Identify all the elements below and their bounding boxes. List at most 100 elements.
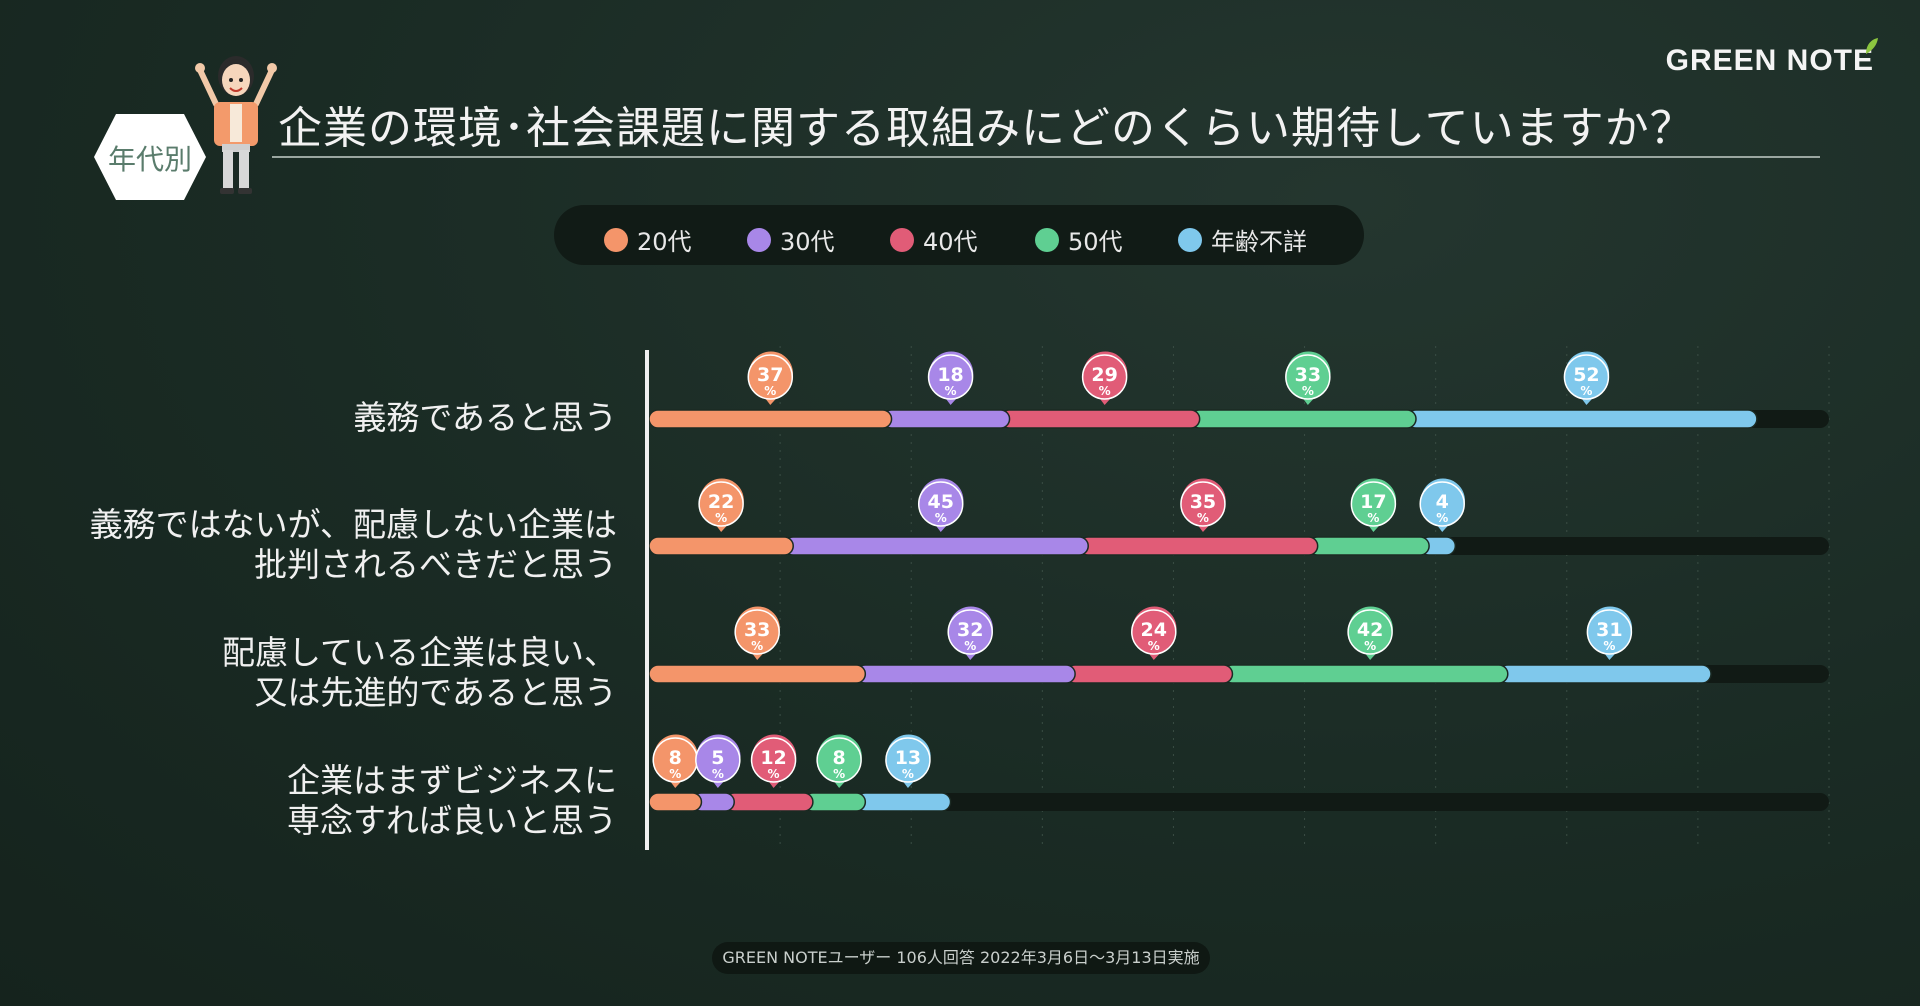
data-label-unit-focus-on-business-unknown-age: %	[902, 767, 914, 781]
value-pin-head-advanced-50s	[1347, 609, 1393, 655]
legend-item-20s: 20代	[604, 222, 692, 257]
data-label-should-be-criticized-20s: 22	[708, 491, 734, 513]
data-label-advanced-20s: 33	[744, 619, 770, 641]
legend-dot-50s	[1035, 227, 1059, 252]
row-label-obligation: 義務であると思う	[353, 398, 617, 438]
data-label-advanced-40s: 24	[1141, 619, 1167, 641]
row-label-should-be-criticized: 義務ではないが、配慮しない企業は 批判されるべきだと思う	[90, 505, 617, 585]
data-label-unit-should-be-criticized-50s: %	[1367, 511, 1379, 525]
cheering-person-illustration	[195, 56, 277, 194]
value-pin-head-should-be-criticized-unknown-age	[1419, 481, 1465, 527]
data-label-unit-advanced-unknown-age: %	[1603, 639, 1615, 653]
bar-segment-focus-on-business-20s	[648, 792, 703, 812]
row-label-focus-on-business: 企業はまずビジネスに 専念すれば良いと思う	[287, 761, 617, 841]
legend-label-30s: 30代	[780, 228, 835, 256]
legend-dot-20s	[604, 227, 628, 252]
legend-label-unknown-age: 年齢不詳	[1211, 228, 1307, 256]
bar-segment-should-be-criticized-20s	[648, 536, 794, 556]
data-label-unit-focus-on-business-40s: %	[768, 767, 780, 781]
value-pin-head-advanced-unknown-age	[1586, 609, 1633, 655]
data-label-focus-on-business-20s: 8	[669, 747, 682, 769]
bar-segment-should-be-criticized-50s	[1307, 536, 1430, 556]
bar-segment-obligation-40s	[999, 409, 1201, 429]
bar-segment-focus-on-business-unknown-age	[855, 792, 952, 812]
data-label-advanced-unknown-age: 31	[1596, 619, 1622, 641]
data-label-unit-should-be-criticized-20s: %	[715, 511, 727, 525]
data-label-should-be-criticized-30s: 45	[927, 491, 953, 513]
data-label-unit-focus-on-business-30s: %	[712, 767, 724, 781]
row-label-should-be-criticized-line-2: 批判されるべきだと思う	[254, 545, 617, 584]
data-label-unit-should-be-criticized-unknown-age: %	[1436, 511, 1448, 525]
legend-dot-30s	[747, 227, 771, 252]
data-label-advanced-30s: 32	[957, 619, 983, 641]
data-label-should-be-criticized-40s: 35	[1190, 491, 1216, 513]
data-label-unit-advanced-20s: %	[751, 639, 763, 653]
data-label-obligation-20s: 37	[757, 364, 783, 386]
legend-dot-unknown-age	[1178, 227, 1202, 252]
bar-segment-advanced-30s	[855, 664, 1076, 684]
data-label-unit-obligation-30s: %	[945, 384, 957, 398]
row-label-advanced: 配慮している企業は良い、 又は先進的であると思う	[222, 633, 617, 713]
legend-item-40s: 40代	[890, 222, 978, 257]
bar-segment-advanced-unknown-age	[1498, 664, 1712, 684]
value-pin-head-obligation-20s	[747, 354, 794, 400]
bar-segment-advanced-50s	[1222, 664, 1509, 684]
value-pin-head-advanced-20s	[734, 609, 780, 655]
value-pin-head-should-be-criticized-50s	[1350, 481, 1397, 527]
value-pin-head-focus-on-business-50s	[816, 737, 862, 783]
bar-segment-obligation-20s	[648, 409, 893, 429]
data-label-unit-obligation-50s: %	[1302, 384, 1314, 398]
row-label-focus-on-business-line-1: 企業はまずビジネスに	[287, 761, 617, 800]
data-label-focus-on-business-unknown-age: 13	[895, 747, 921, 769]
row-label-focus-on-business-line-2: 専念すれば良いと思う	[287, 801, 617, 840]
value-pin-head-should-be-criticized-40s	[1180, 481, 1226, 527]
bar-segment-advanced-40s	[1065, 664, 1234, 684]
data-label-focus-on-business-40s: 12	[760, 747, 786, 769]
survey-footnote: GREEN NOTEユーザー 106人回答 2022年3月6日〜3月13日実施	[712, 942, 1210, 974]
data-label-unit-focus-on-business-20s: %	[669, 767, 681, 781]
data-label-unit-advanced-40s: %	[1148, 639, 1160, 653]
bar-segment-advanced-20s	[648, 664, 867, 684]
brand-logo: GREEN NOTE	[1665, 44, 1874, 77]
data-label-obligation-40s: 29	[1091, 364, 1117, 386]
bar-segment-obligation-50s	[1189, 409, 1417, 429]
legend-item-50s: 50代	[1035, 222, 1123, 257]
data-label-unit-should-be-criticized-30s: %	[935, 511, 947, 525]
value-pin-head-obligation-unknown-age	[1563, 354, 1610, 400]
data-label-unit-obligation-20s: %	[764, 384, 776, 398]
legend-dot-40s	[890, 227, 914, 252]
bar-segment-obligation-unknown-age	[1406, 409, 1758, 429]
legend: 20代 30代 40代 50代 年齢不詳	[554, 205, 1364, 265]
legend-item-30s: 30代	[747, 222, 835, 257]
data-label-obligation-unknown-age: 52	[1573, 364, 1599, 386]
leaf-icon	[1866, 38, 1878, 54]
data-label-unit-advanced-50s: %	[1364, 639, 1376, 653]
category-badge: 年代別	[107, 143, 192, 176]
row-label-advanced-line-1: 配慮している企業は良い、	[221, 633, 617, 672]
data-label-unit-obligation-unknown-age: %	[1580, 384, 1592, 398]
data-label-unit-advanced-30s: %	[964, 639, 976, 653]
data-label-focus-on-business-50s: 8	[832, 747, 845, 769]
value-pin-head-advanced-30s	[947, 609, 993, 655]
legend-item-unknown-age: 年齢不詳	[1178, 222, 1307, 257]
value-pin-head-obligation-50s	[1285, 354, 1331, 400]
bar-segment-focus-on-business-40s	[724, 792, 814, 812]
page-title: 企業の環境･社会課題に関する取組みにどのくらい期待していますか？	[278, 103, 1695, 154]
value-pin-head-advanced-40s	[1131, 609, 1177, 655]
category-badge-hexagon	[94, 114, 206, 200]
value-pin-head-focus-on-business-30s	[695, 737, 741, 783]
row-label-advanced-line-2: 又は先進的であると思う	[254, 673, 617, 712]
value-pin-head-focus-on-business-40s	[750, 737, 797, 783]
bar-segment-should-be-criticized-40s	[1078, 536, 1319, 556]
value-pin-head-obligation-40s	[1081, 354, 1128, 400]
data-label-focus-on-business-30s: 5	[711, 747, 724, 769]
data-label-should-be-criticized-50s: 17	[1360, 491, 1386, 513]
data-label-unit-should-be-criticized-40s: %	[1197, 511, 1209, 525]
title-underline	[272, 156, 1820, 158]
data-label-obligation-50s: 33	[1295, 364, 1321, 386]
value-pin-head-should-be-criticized-30s	[917, 481, 964, 527]
value-pin-head-focus-on-business-unknown-age	[885, 737, 931, 783]
data-label-unit-focus-on-business-50s: %	[833, 767, 845, 781]
bar-segment-obligation-30s	[881, 409, 1011, 429]
